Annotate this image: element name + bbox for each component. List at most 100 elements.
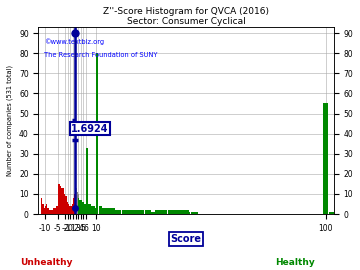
Bar xyxy=(139,210,141,214)
Bar xyxy=(329,212,333,214)
Bar xyxy=(71,206,72,214)
Bar xyxy=(141,210,142,214)
Bar xyxy=(46,204,48,214)
Bar xyxy=(48,208,49,214)
Bar xyxy=(69,206,71,214)
Bar xyxy=(134,210,136,214)
Bar xyxy=(51,210,53,214)
Bar xyxy=(63,188,64,214)
Bar xyxy=(75,190,76,214)
Bar xyxy=(189,212,190,214)
Bar xyxy=(76,190,77,214)
Bar xyxy=(118,210,119,214)
Bar xyxy=(64,194,65,214)
Y-axis label: Number of companies (531 total): Number of companies (531 total) xyxy=(7,65,13,176)
Bar xyxy=(74,194,76,214)
Bar xyxy=(68,204,69,214)
Bar xyxy=(85,204,86,214)
Bar xyxy=(124,210,125,214)
Bar xyxy=(143,210,144,214)
Bar xyxy=(41,198,42,214)
Bar xyxy=(72,204,73,214)
Bar xyxy=(192,212,193,214)
Bar xyxy=(144,210,146,214)
Bar xyxy=(142,210,143,214)
Bar xyxy=(113,208,114,214)
Bar xyxy=(323,103,328,214)
Bar xyxy=(170,210,171,214)
Text: 1.6924: 1.6924 xyxy=(71,124,109,134)
Bar xyxy=(123,210,124,214)
Bar xyxy=(179,210,180,214)
Bar xyxy=(119,210,120,214)
Bar xyxy=(104,208,105,214)
Bar xyxy=(180,210,181,214)
Bar xyxy=(194,212,195,214)
Bar xyxy=(77,194,79,214)
Text: ©www.textbiz.org: ©www.textbiz.org xyxy=(44,38,104,45)
Bar xyxy=(78,198,79,214)
Bar xyxy=(105,208,106,214)
Bar xyxy=(133,210,134,214)
Bar xyxy=(50,210,51,214)
Bar xyxy=(59,184,60,214)
Bar xyxy=(95,208,96,214)
Bar xyxy=(152,212,153,214)
Bar xyxy=(60,186,62,214)
Bar xyxy=(166,210,167,214)
Bar xyxy=(176,210,178,214)
Bar xyxy=(158,210,160,214)
Bar xyxy=(96,53,99,214)
Bar xyxy=(137,210,138,214)
Bar xyxy=(49,210,50,214)
Bar xyxy=(90,204,91,214)
Bar xyxy=(185,210,186,214)
Bar xyxy=(156,210,157,214)
Bar xyxy=(83,202,85,214)
Bar xyxy=(82,202,83,214)
Bar xyxy=(125,210,127,214)
Text: The Research Foundation of SUNY: The Research Foundation of SUNY xyxy=(44,52,158,58)
Bar xyxy=(114,208,115,214)
Bar xyxy=(187,210,188,214)
Bar xyxy=(195,212,197,214)
Bar xyxy=(162,210,164,214)
Bar xyxy=(111,208,113,214)
Bar xyxy=(67,202,68,214)
Bar xyxy=(77,192,78,214)
Bar xyxy=(99,206,100,214)
Bar xyxy=(122,210,123,214)
Bar xyxy=(81,200,82,214)
Bar xyxy=(160,210,161,214)
Bar xyxy=(55,208,56,214)
Bar xyxy=(174,210,175,214)
Bar xyxy=(76,188,77,214)
Bar xyxy=(73,198,74,214)
Bar xyxy=(190,212,192,214)
Text: Healthy: Healthy xyxy=(275,258,315,266)
X-axis label: Score: Score xyxy=(171,234,202,244)
Bar xyxy=(54,208,55,214)
Bar xyxy=(91,206,92,214)
Bar xyxy=(94,206,95,214)
Text: Unhealthy: Unhealthy xyxy=(21,258,73,266)
Bar xyxy=(164,210,165,214)
Bar xyxy=(171,210,172,214)
Bar xyxy=(147,210,148,214)
Bar xyxy=(42,204,44,214)
Bar xyxy=(193,212,194,214)
Bar xyxy=(129,210,130,214)
Bar xyxy=(151,212,152,214)
Bar xyxy=(101,206,102,214)
Bar xyxy=(175,210,176,214)
Bar xyxy=(106,208,107,214)
Bar xyxy=(165,210,166,214)
Bar xyxy=(92,206,93,214)
Bar xyxy=(146,210,147,214)
Bar xyxy=(45,206,46,214)
Bar xyxy=(161,210,162,214)
Bar xyxy=(167,210,169,214)
Bar xyxy=(184,210,185,214)
Bar xyxy=(188,210,189,214)
Bar xyxy=(155,210,156,214)
